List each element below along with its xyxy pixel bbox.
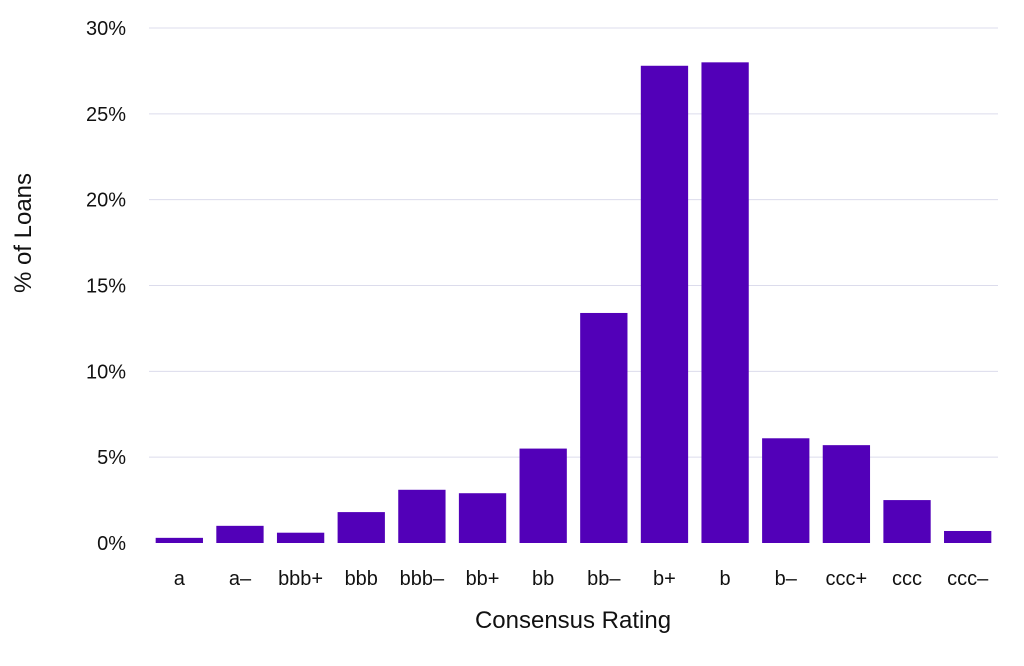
bar-0	[155, 537, 203, 543]
x-tick-label: bb–	[587, 568, 621, 590]
y-axis-ticks: 0% 5% 10% 15% 20% 25% 30%	[86, 18, 126, 555]
bar-13	[944, 530, 992, 543]
x-tick-label: bbb+	[278, 568, 323, 590]
x-tick-label: ccc–	[947, 568, 989, 590]
x-tick-label: b+	[653, 568, 676, 590]
bar-4	[398, 489, 446, 543]
x-tick-label: bbb	[345, 568, 378, 590]
x-tick-label: ccc+	[826, 568, 868, 590]
y-tick-label: 20%	[86, 190, 126, 212]
bar-5	[458, 493, 507, 543]
x-tick-label: bbb–	[400, 568, 445, 590]
bar-8	[640, 65, 689, 544]
x-tick-label: a	[174, 568, 186, 590]
x-tick-label: bb+	[466, 568, 500, 590]
bar-3	[337, 512, 385, 543]
y-tick-label: 10%	[86, 361, 126, 383]
y-tick-label: 30%	[86, 18, 126, 40]
bar-11	[822, 445, 871, 543]
y-tick-label: 25%	[86, 104, 126, 126]
bar-12	[883, 500, 931, 543]
y-tick-label: 5%	[97, 447, 126, 469]
bar-1	[216, 525, 264, 543]
bar-6	[519, 448, 567, 543]
y-axis-title: % of Loans	[10, 173, 37, 293]
bar-2	[276, 532, 325, 543]
gridlines	[149, 27, 998, 458]
bar-7	[580, 312, 628, 543]
x-tick-label: ccc	[892, 568, 922, 590]
y-tick-label: 0%	[97, 533, 126, 555]
x-tick-label: a–	[229, 568, 252, 590]
x-tick-label: bb	[532, 568, 554, 590]
bar-9	[701, 62, 749, 543]
x-axis-ticks: a a– bbb+ bbb bbb– bb+ bb bb– b+ b b– ccc+ ccc ccc–	[174, 568, 989, 590]
x-tick-label: b	[720, 568, 731, 590]
bar-10	[762, 438, 810, 543]
bars	[155, 62, 992, 544]
x-axis-title: Consensus Rating	[475, 607, 671, 634]
y-tick-label: 15%	[86, 276, 126, 298]
x-tick-label: b–	[775, 568, 798, 590]
